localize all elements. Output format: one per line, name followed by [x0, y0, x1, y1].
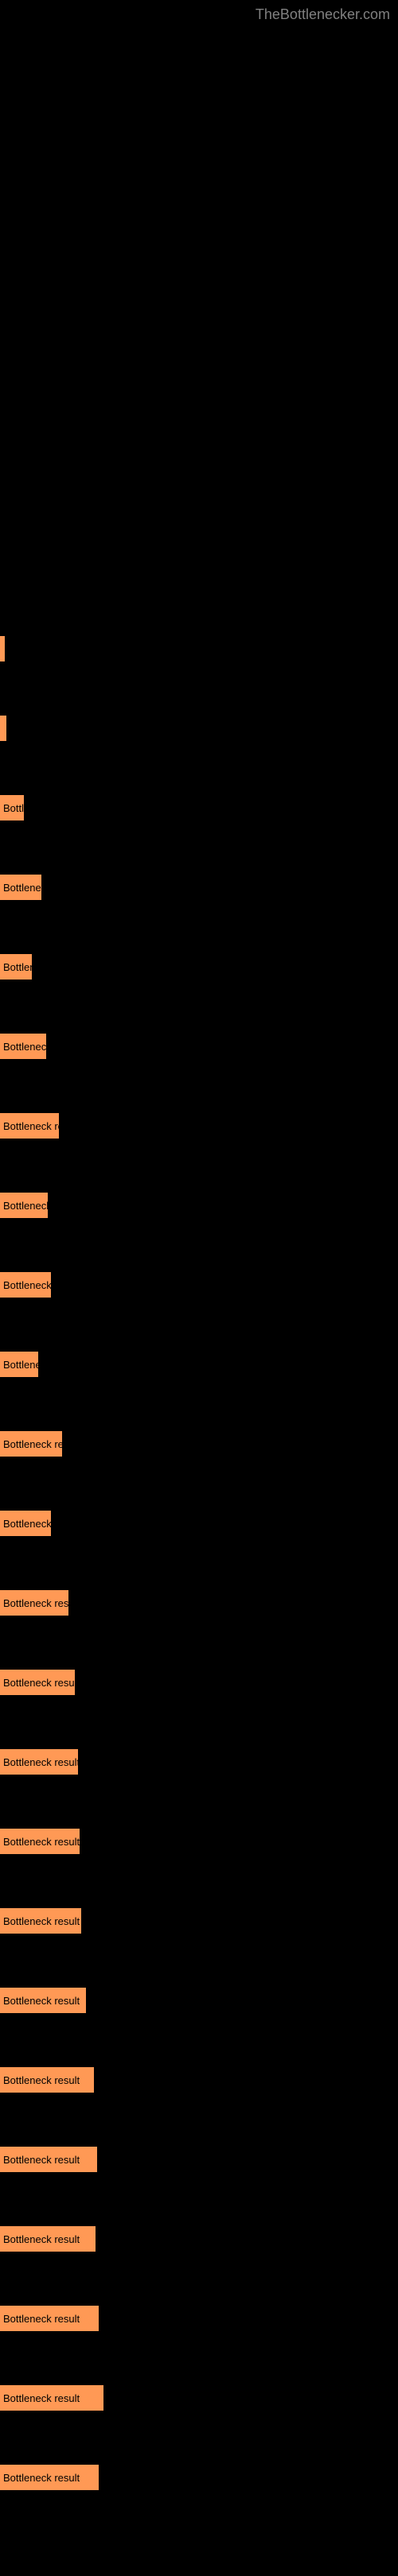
bar-row — [0, 716, 398, 741]
bar: Bottleneck r — [0, 1034, 46, 1059]
bar: Bottlenec — [0, 1352, 38, 1377]
bar: Bottleneck re — [0, 1511, 51, 1536]
bar: Bottleneck result — [0, 2226, 96, 2252]
bar: Bottleneck result — [0, 2147, 97, 2172]
bar: Bottleneck result — [0, 1988, 86, 2013]
bar-row: Bottleneck re — [0, 1511, 398, 1536]
bar-label: Bottleneck result — [3, 1995, 80, 2007]
bar-label: Bottle — [3, 802, 24, 814]
bar-row: Bottleneck result — [0, 1749, 398, 1775]
bar: Bottleneck result — [0, 2385, 103, 2411]
bar: Bottleneck result — [0, 2306, 99, 2331]
bar-label: Bottleneck result — [3, 2154, 80, 2166]
bar-row: Bottlenec — [0, 1352, 398, 1377]
bar: Bottleneck result — [0, 2465, 99, 2490]
bar-row: Bottleneck result — [0, 2306, 398, 2331]
bar-label: Bottleneck result — [3, 2233, 80, 2245]
bar-label: Bottleneck — [3, 882, 41, 894]
bar-label: Bottleneck result — [3, 1756, 78, 1768]
bar-label: Bottlenec — [3, 1359, 38, 1371]
bar-label: Bottleneck re — [3, 1518, 51, 1530]
bar: Bottleneck result — [0, 1908, 81, 1934]
bar-row: Bottleneck r — [0, 1193, 398, 1218]
bar-row: Bottleneck resul — [0, 1431, 398, 1457]
bar-row: Bottlen — [0, 954, 398, 980]
bar-row: Bottleneck result — [0, 1988, 398, 2013]
bar-row: Bottleneck re — [0, 1272, 398, 1298]
bar-label: Bottleneck resu — [3, 1120, 59, 1132]
bar-row: Bottleneck result — [0, 2465, 398, 2490]
bar: Bottleneck result — [0, 2067, 94, 2093]
bar-label: Bottleneck result — [3, 2472, 80, 2484]
bar-row: Bottleneck result — [0, 2067, 398, 2093]
bar-label: Bottleneck result — [3, 2313, 80, 2325]
bar-row: Bottleneck result — [0, 2147, 398, 2172]
watermark-text: TheBottlenecker.com — [256, 6, 390, 23]
bar-row: Bottleneck result — [0, 1670, 398, 1695]
bar-label: Bottleneck r — [3, 1200, 48, 1212]
bar: Bottleneck result — [0, 1590, 68, 1616]
bar-row: Bottleneck result — [0, 1590, 398, 1616]
bar: Bottleneck re — [0, 1272, 51, 1298]
bar-label: Bottlen — [3, 961, 32, 973]
bar — [0, 636, 5, 661]
bar-row: Bottleneck r — [0, 1034, 398, 1059]
bar-label: Bottleneck resul — [3, 1438, 62, 1450]
bar-row — [0, 636, 398, 661]
bar: Bottleneck result — [0, 1749, 78, 1775]
bar: Bottlen — [0, 954, 32, 980]
bar: Bottleneck resu — [0, 1113, 59, 1139]
bar-row: Bottleneck result — [0, 1829, 398, 1854]
bar-label: Bottleneck result — [3, 1836, 80, 1848]
bar — [0, 716, 6, 741]
bar: Bottleneck — [0, 875, 41, 900]
bar: Bottleneck r — [0, 1193, 48, 1218]
bar-row: Bottle — [0, 795, 398, 821]
bar: Bottleneck result — [0, 1829, 80, 1854]
bar-row: Bottleneck resu — [0, 1113, 398, 1139]
bar: Bottleneck resul — [0, 1431, 62, 1457]
bar-label: Bottleneck re — [3, 1279, 51, 1291]
bar: Bottleneck result — [0, 1670, 75, 1695]
bar-row: Bottleneck result — [0, 2385, 398, 2411]
bar-row: Bottleneck result — [0, 1908, 398, 1934]
bar-row: Bottleneck — [0, 875, 398, 900]
bar-label: Bottleneck result — [3, 1915, 80, 1927]
bar-row: Bottleneck result — [0, 2226, 398, 2252]
bar-label: Bottleneck r — [3, 1041, 46, 1053]
bar-chart: Bottle Bottleneck Bottlen Bottleneck r Bottl… — [0, 0, 398, 2576]
bar-label: Bottleneck result — [3, 1597, 68, 1609]
bar: Bottle — [0, 795, 24, 821]
bar-label: Bottleneck result — [3, 2074, 80, 2086]
bar-label: Bottleneck result — [3, 1677, 75, 1689]
bar-label: Bottleneck result — [3, 2392, 80, 2404]
